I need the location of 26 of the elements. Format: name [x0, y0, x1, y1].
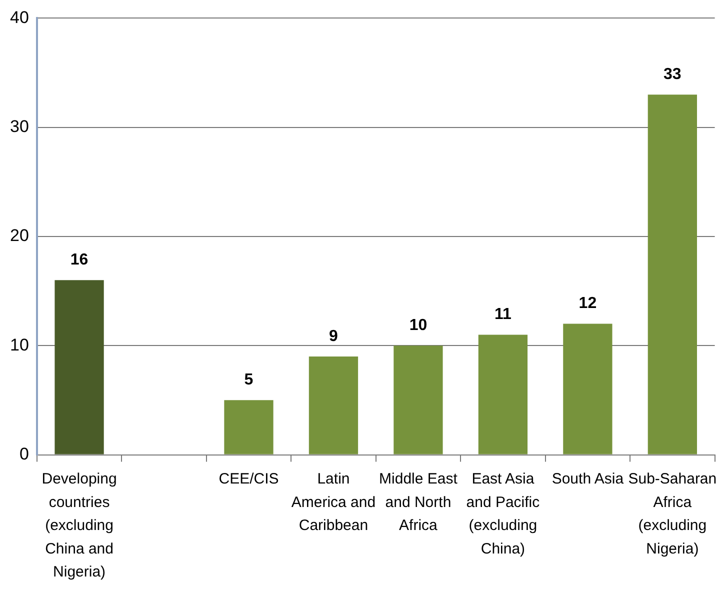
y-tick-label: 30	[10, 117, 29, 136]
data-label: 16	[70, 252, 88, 269]
bar	[478, 334, 528, 454]
bar	[308, 356, 358, 454]
bar	[54, 280, 104, 454]
x-tick-label: Developing countries (excluding China and Nigeria)	[42, 470, 117, 581]
bar	[563, 324, 612, 454]
data-label: 10	[409, 317, 428, 334]
y-tick-label: 20	[10, 226, 29, 246]
data-label: 5	[244, 372, 254, 389]
bar	[648, 94, 697, 454]
x-tick-label: CEE/CIS	[218, 470, 279, 488]
data-label: 33	[664, 66, 682, 84]
data-label: 9	[329, 328, 338, 345]
data-label: 11	[494, 306, 512, 324]
x-tick-label: East Asia and Pacific (excluding China)	[466, 470, 540, 558]
x-tick-label: Middle East and North Africa	[379, 470, 458, 534]
y-tick-label: 10	[10, 335, 29, 354]
y-tick-label: 0	[19, 444, 29, 464]
bar	[394, 346, 443, 454]
bar	[224, 400, 274, 454]
x-tick-label: South Asia	[552, 470, 624, 488]
x-tick-label: Sub-Saharan Africa (excluding Nigeria)	[628, 470, 717, 558]
x-tick-label: Latin America and Caribbean	[291, 470, 376, 534]
data-label: 12	[578, 295, 597, 312]
y-tick-label: 40	[10, 8, 29, 27]
